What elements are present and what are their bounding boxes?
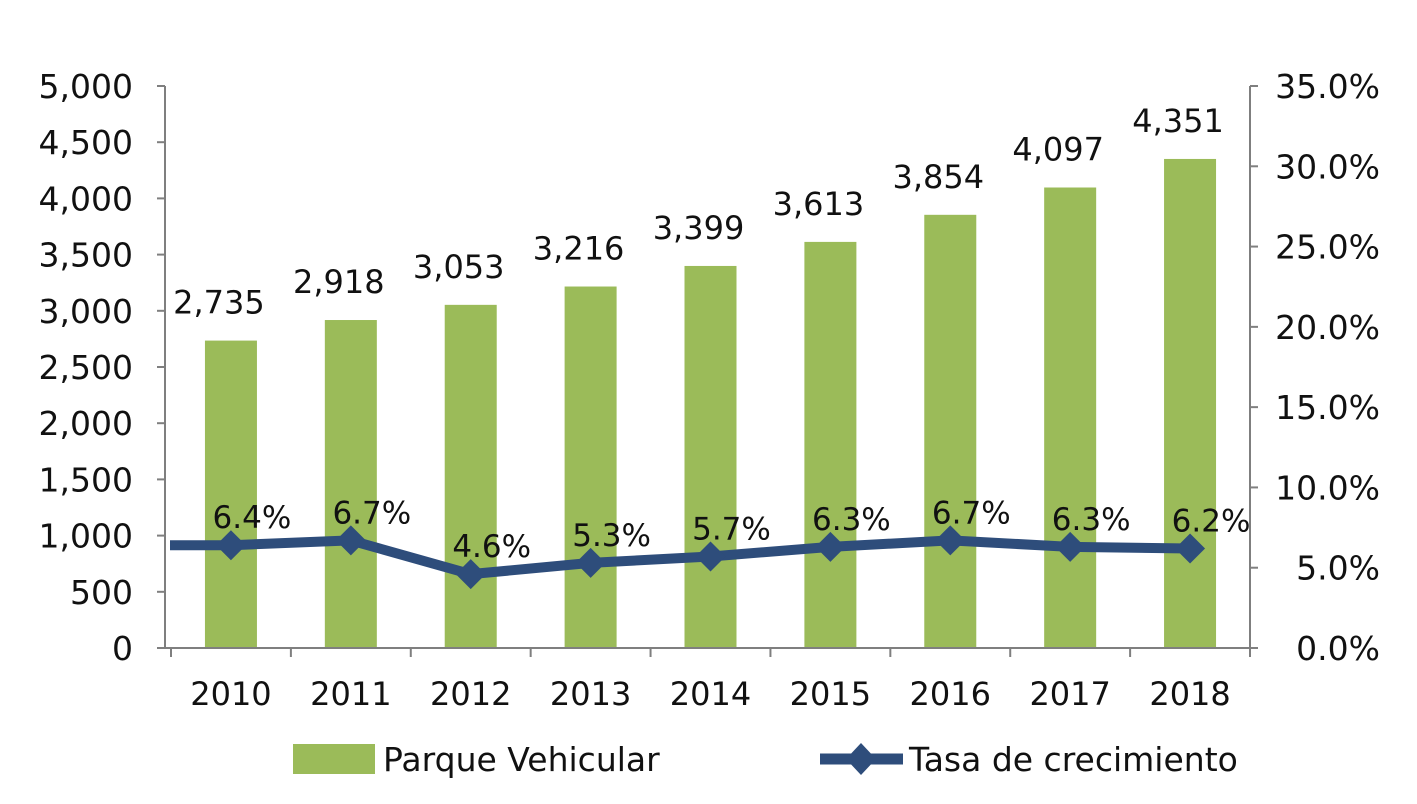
y-left-tick-label: 500 xyxy=(70,573,133,612)
growth-value-label-2010: 6.4% xyxy=(213,500,292,536)
y-left-tick-label: 3,000 xyxy=(39,292,133,331)
bar-2018 xyxy=(1164,158,1217,648)
y-left-tick-label: 1,000 xyxy=(39,517,133,556)
growth-value-label-2012: 4.6% xyxy=(452,529,531,565)
line-marker-2013 xyxy=(575,547,606,578)
growth-value-label-2016: 6.7% xyxy=(932,495,1011,531)
legend-label-bars: Parque Vehicular xyxy=(383,740,660,779)
line-marker-2010 xyxy=(215,530,246,561)
y-left-tick-label: 2,000 xyxy=(39,404,133,443)
growth-line xyxy=(170,535,1191,580)
bar-value-label-2018: 4,351 xyxy=(1132,102,1224,140)
bar-value-label-2014: 3,399 xyxy=(653,209,745,247)
y-left-tick-label: 2,500 xyxy=(39,348,133,387)
bar-value-label-2010: 2,735 xyxy=(173,284,265,322)
bar-value-label-2015: 3,613 xyxy=(773,185,865,223)
x-tick-label-2010: 2010 xyxy=(190,675,271,713)
growth-line-group xyxy=(170,525,1206,590)
y-left-tick-label: 0 xyxy=(112,629,133,668)
y-left-tick-label: 4,000 xyxy=(39,179,133,218)
x-tick-label-2018: 2018 xyxy=(1149,675,1230,713)
y-left-tick-label: 5,000 xyxy=(39,67,133,106)
bar-value-label-2017: 4,097 xyxy=(1012,130,1104,168)
legend-label-line: Tasa de crecimiento xyxy=(908,740,1238,779)
y-left-tick-label: 4,500 xyxy=(39,123,133,162)
line-marker-2015 xyxy=(815,531,846,562)
bar-2015 xyxy=(804,241,857,648)
bar-2011 xyxy=(324,320,377,648)
line-marker-2018 xyxy=(1175,533,1206,564)
legend-diamond-marker xyxy=(846,743,876,775)
line-marker-2014 xyxy=(695,541,726,572)
x-tick-label-2011: 2011 xyxy=(310,675,391,713)
line-marker-2017 xyxy=(1055,531,1086,562)
bar-value-label-2012: 3,053 xyxy=(413,248,505,286)
y-right-tick-label: 10.0% xyxy=(1275,468,1380,507)
x-tick-label-2013: 2013 xyxy=(550,675,631,713)
y-left-tick-label: 3,500 xyxy=(39,236,133,275)
growth-value-label-2015: 6.3% xyxy=(812,502,891,538)
growth-value-label-2014: 5.7% xyxy=(692,511,771,547)
line-marker-2011 xyxy=(335,525,366,556)
line-marker-2012 xyxy=(455,559,486,590)
bar-value-label-2011: 2,918 xyxy=(293,263,385,301)
x-tick-label-2015: 2015 xyxy=(790,675,871,713)
bar-2014 xyxy=(684,265,737,648)
bar-2013 xyxy=(564,286,617,648)
y-right-tick-label: 15.0% xyxy=(1275,388,1380,427)
bar-value-label-2013: 3,216 xyxy=(533,230,625,268)
y-right-tick-label: 5.0% xyxy=(1296,549,1380,588)
y-right-tick-label: 35.0% xyxy=(1275,67,1380,106)
axes-group: 0 500 1,000 1,500 2,000 2,500 3,000 3,500 4,000 4… xyxy=(39,67,1380,713)
legend: Parque Vehicular Tasa de crecimiento xyxy=(293,740,1238,779)
bar-2016 xyxy=(924,214,977,648)
bar-2010 xyxy=(204,340,257,648)
legend-swatch-bars xyxy=(293,744,375,774)
bars-group xyxy=(204,158,1217,648)
y-right-tick-label: 20.0% xyxy=(1275,308,1380,347)
line-marker-2016 xyxy=(935,525,966,556)
growth-value-label-2017: 6.3% xyxy=(1052,502,1131,538)
bar-2017 xyxy=(1044,187,1097,648)
bar-value-label-2016: 3,854 xyxy=(892,158,984,196)
x-tick-label-2014: 2014 xyxy=(670,675,751,713)
growth-value-label-2011: 6.7% xyxy=(332,495,411,531)
y-right-tick-label: 25.0% xyxy=(1275,228,1380,267)
data-labels-group: 2,735 2,918 3,053 3,216 3,399 3,613 3,854 4,097… xyxy=(173,102,1250,565)
growth-value-label-2013: 5.3% xyxy=(572,518,651,554)
y-left-tick-label: 1,500 xyxy=(39,460,133,499)
y-right-tick-label: 30.0% xyxy=(1275,147,1380,186)
x-tick-label-2017: 2017 xyxy=(1029,675,1110,713)
growth-value-label-2018: 6.2% xyxy=(1172,503,1251,539)
bar-2012 xyxy=(444,304,497,648)
x-tick-label-2012: 2012 xyxy=(430,675,511,713)
x-tick-label-2016: 2016 xyxy=(910,675,991,713)
y-right-tick-label: 0.0% xyxy=(1296,629,1380,668)
